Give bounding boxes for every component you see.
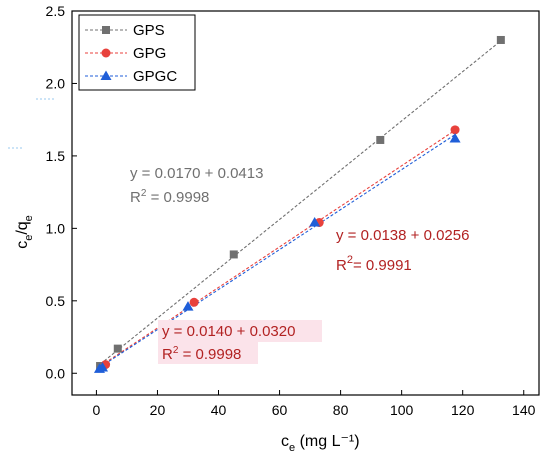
legend: GPS GPG GPGC [78, 14, 196, 91]
annotation-gpg: y = 0.0140 + 0.0320 R2 = 0.9998 [158, 320, 322, 364]
annotation-gpgc: y = 0.0138 + 0.0256 R2= 0.9991 [336, 227, 469, 274]
point-gpg [450, 125, 460, 135]
annotation-gpgc-r2: R2= 0.9991 [336, 254, 412, 274]
x-axis: 0 20 40 60 80 100 120 140 [93, 390, 536, 418]
y-tick-label: 0.5 [46, 293, 66, 309]
annotation-gpg-equation: y = 0.0140 + 0.0320 [162, 323, 295, 340]
annotation-gps: y = 0.0170 + 0.0413 R2 = 0.9998 [130, 165, 263, 206]
point-gpgc [182, 301, 194, 311]
data-points [93, 35, 505, 373]
legend-marker-gpgc [100, 70, 112, 80]
y-tick-label: 1.5 [46, 148, 66, 164]
annotation-gps-r2: R2 = 0.9998 [130, 188, 209, 206]
legend-label-gpg: GPG [133, 45, 166, 62]
annotation-gpgc-equation: y = 0.0138 + 0.0256 [336, 227, 469, 244]
fit-line-gpg [96, 129, 456, 370]
x-axis-title: ce (mg L⁻¹) [281, 433, 360, 454]
point-gps [229, 250, 238, 259]
legend-marker-gpg [101, 48, 111, 58]
point-gpgc [309, 217, 321, 227]
fit-line-gps [96, 40, 502, 368]
point-gpgc [97, 361, 109, 372]
point-gpgc [449, 133, 461, 143]
x-tick-label: 0 [93, 402, 101, 418]
fit-lines [96, 40, 502, 371]
y-tick-label: 1.0 [46, 220, 66, 236]
point-gps [496, 35, 505, 44]
y-tick-label: 2.0 [46, 75, 66, 91]
x-tick-label: 20 [150, 402, 166, 418]
y-axis-title: ce/qe [14, 215, 35, 249]
point-gpg [189, 297, 199, 307]
fit-line-gpgc [96, 134, 456, 371]
y-tick-label: 0.0 [46, 365, 66, 381]
x-tick-label: 120 [451, 402, 475, 418]
x-tick-label: 40 [211, 402, 227, 418]
legend-box [78, 14, 196, 91]
plot-frame [71, 10, 540, 396]
legend-label-gpgc: GPGC [133, 68, 177, 85]
x-tick-label: 80 [333, 402, 349, 418]
annotation-gpg-highlight [158, 320, 322, 342]
point-gps [113, 344, 122, 353]
legend-label-gps: GPS [133, 22, 165, 39]
annotation-gpg-highlight [158, 342, 258, 364]
y-axis: 0.0 0.5 1.0 1.5 2.0 2.5 [46, 3, 77, 381]
point-gps [376, 135, 385, 144]
annotation-gpg-r2: R2 = 0.9998 [162, 345, 241, 363]
x-tick-label: 140 [512, 402, 536, 418]
y-tick-label: 2.5 [46, 3, 66, 19]
x-tick-label: 60 [272, 402, 288, 418]
legend-marker-gps [102, 26, 110, 34]
annotation-gps-equation: y = 0.0170 + 0.0413 [130, 165, 263, 182]
x-tick-label: 100 [390, 402, 414, 418]
